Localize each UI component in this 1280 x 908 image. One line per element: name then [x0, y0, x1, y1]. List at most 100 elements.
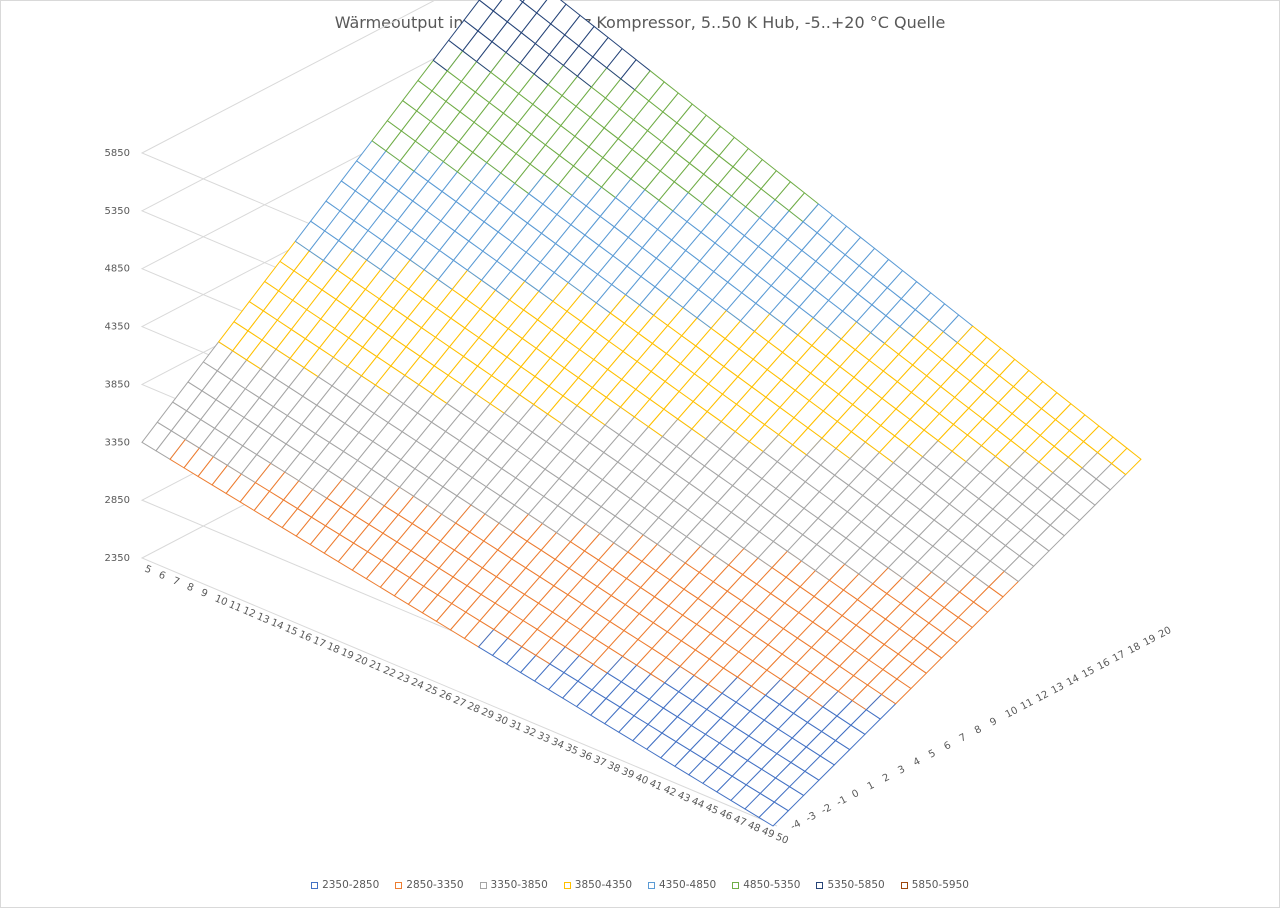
x-tick-label: 8 — [185, 582, 195, 595]
y-tick-label: 3 — [896, 764, 907, 777]
x-tick-label: 10 — [213, 593, 229, 608]
y-tick-label: 1 — [866, 780, 877, 793]
z-tick-label: 5350 — [105, 206, 130, 217]
z-tick-label: 4850 — [105, 264, 130, 275]
y-tick-label: 2 — [881, 772, 892, 785]
y-tick-label: -2 — [820, 802, 834, 816]
y-tick-label: 13 — [1050, 681, 1066, 697]
x-axis-ticks: 5 6 7 8 9 10111213141516171819202122232425262… — [143, 564, 790, 847]
x-tick-label: 46 — [718, 808, 734, 823]
x-tick-label: 9 — [199, 587, 209, 600]
legend-item: 4350-4850 — [648, 879, 716, 891]
x-tick-label: 22 — [381, 665, 397, 680]
y-tick-label: 20 — [1157, 625, 1173, 641]
x-tick-label: 49 — [760, 826, 776, 841]
y-tick-label: 5 — [927, 748, 938, 761]
x-tick-label: 19 — [339, 647, 355, 662]
x-tick-label: 36 — [578, 748, 594, 763]
y-tick-label: 11 — [1019, 697, 1035, 713]
z-tick-label: 2850 — [105, 495, 130, 506]
y-tick-label: 17 — [1111, 649, 1127, 665]
surface-cell — [478, 0, 503, 12]
surface-cell — [1111, 447, 1142, 476]
y-tick-label: -1 — [835, 794, 849, 808]
x-tick-label: 35 — [563, 742, 579, 757]
x-tick-label: 23 — [395, 671, 411, 686]
x-tick-label: 21 — [367, 659, 383, 674]
x-tick-label: 43 — [676, 790, 692, 805]
y-tick-label: 12 — [1034, 689, 1050, 705]
legend-swatch — [563, 881, 571, 889]
x-tick-label: 39 — [620, 766, 636, 781]
legend-item: 3850-4350 — [563, 879, 632, 891]
z-tick-label: 3350 — [105, 437, 130, 448]
x-tick-label: 37 — [592, 754, 608, 769]
x-tick-label: 20 — [353, 653, 369, 668]
x-tick-label: 6 — [157, 570, 167, 583]
x-tick-label: 47 — [732, 814, 748, 829]
y-tick-label: -3 — [804, 810, 818, 824]
y-tick-label: 14 — [1065, 673, 1081, 689]
y-tick-label: 19 — [1142, 633, 1158, 649]
x-tick-label: 38 — [606, 760, 622, 775]
x-tick-label: 24 — [409, 677, 425, 692]
x-tick-label: 30 — [493, 713, 509, 728]
y-tick-label: 4 — [912, 756, 923, 769]
legend-swatch — [732, 881, 740, 889]
z-axis-ticks: 2350 2850 3350 3850 4350 4850 5350 5850 — [105, 148, 130, 564]
x-tick-label: 40 — [634, 772, 650, 787]
x-tick-label: 13 — [255, 611, 271, 626]
y-tick-label: 16 — [1096, 657, 1112, 673]
x-tick-label: 27 — [451, 695, 467, 710]
legend-swatch — [648, 881, 655, 889]
legend-item: 2350-2850 — [311, 879, 379, 891]
x-tick-label: 32 — [521, 724, 537, 739]
y-tick-label: 6 — [942, 740, 953, 753]
legend-item: 3350-3850 — [479, 879, 548, 891]
legend-label: 4350-4850 — [659, 879, 717, 891]
legend: 2350-2850 2850-3350 3350-3850 3850-4350 4350… — [0, 879, 1280, 891]
x-tick-label: 48 — [746, 820, 762, 835]
x-tick-label: 44 — [690, 796, 706, 811]
legend-swatch — [395, 881, 403, 889]
legend-label: 5850-5950 — [911, 879, 969, 891]
legend-swatch — [900, 881, 908, 889]
legend-label: 3850-4350 — [574, 879, 632, 891]
x-tick-label: 5 — [143, 564, 153, 577]
x-tick-label: 18 — [325, 641, 341, 656]
x-tick-label: 29 — [479, 707, 495, 722]
x-tick-label: 45 — [704, 802, 720, 817]
y-tick-label: -4 — [789, 818, 803, 832]
x-tick-label: 26 — [437, 689, 453, 704]
y-tick-label: 7 — [958, 732, 969, 745]
z-tick-label: 3850 — [105, 379, 130, 390]
y-tick-label: 8 — [973, 724, 984, 737]
x-tick-label: 17 — [311, 635, 327, 650]
x-tick-label: 50 — [774, 832, 790, 847]
x-tick-label: 15 — [283, 623, 299, 638]
x-tick-label: 25 — [423, 683, 439, 698]
legend-swatch — [816, 881, 824, 889]
legend-item: 5850-5950 — [900, 879, 969, 891]
legend-label: 5350-5850 — [827, 879, 885, 891]
surface-cell — [522, 0, 548, 14]
legend-item: 2850-3350 — [395, 879, 464, 891]
legend-label: 3350-3850 — [490, 879, 548, 891]
legend-item: 4850-5350 — [732, 879, 800, 891]
z-tick-label: 5850 — [105, 148, 130, 159]
legend-label: 2850-3350 — [406, 879, 464, 891]
legend-item: 5350-5850 — [816, 879, 885, 891]
z-tick-label: 2350 — [105, 553, 130, 564]
x-tick-label: 34 — [549, 736, 565, 751]
surface-mesh — [141, 0, 1142, 827]
x-tick-label: 16 — [297, 629, 313, 644]
legend-label: 2350-2850 — [322, 879, 380, 891]
x-tick-label: 7 — [171, 576, 181, 589]
y-tick-label: 9 — [988, 716, 999, 729]
x-tick-label: 12 — [241, 605, 257, 620]
y-tick-label: 15 — [1080, 665, 1096, 681]
legend-label: 4850-5350 — [743, 879, 801, 891]
x-tick-label: 41 — [648, 778, 664, 793]
